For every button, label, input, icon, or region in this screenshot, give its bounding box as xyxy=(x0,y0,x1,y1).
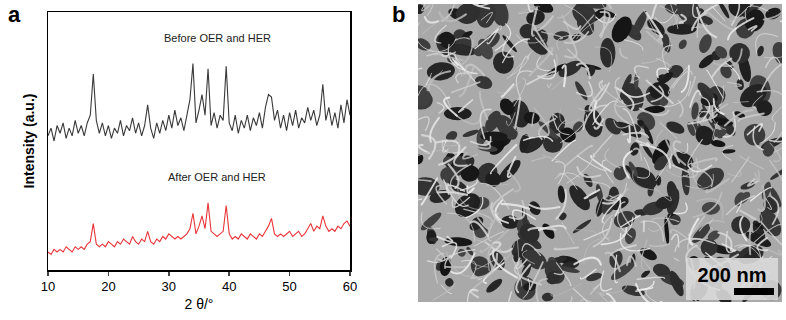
svg-text:30: 30 xyxy=(162,279,176,294)
html-text:b: b xyxy=(392,2,406,27)
svg-text:40: 40 xyxy=(222,279,236,294)
html-text:a: a xyxy=(8,2,21,27)
svg-text:Intensity (a.u.): Intensity (a.u.) xyxy=(21,94,37,189)
svg-text:50: 50 xyxy=(282,279,296,294)
svg-text:10: 10 xyxy=(41,279,55,294)
svg-text:20: 20 xyxy=(101,279,115,294)
svg-text:200 nm: 200 nm xyxy=(698,264,767,286)
svg-text:Before OER and HER: Before OER and HER xyxy=(164,32,271,44)
svg-text:60: 60 xyxy=(343,279,357,294)
svg-text:2 θ/°: 2 θ/° xyxy=(185,296,214,312)
svg-text:After OER and HER: After OER and HER xyxy=(168,171,266,183)
